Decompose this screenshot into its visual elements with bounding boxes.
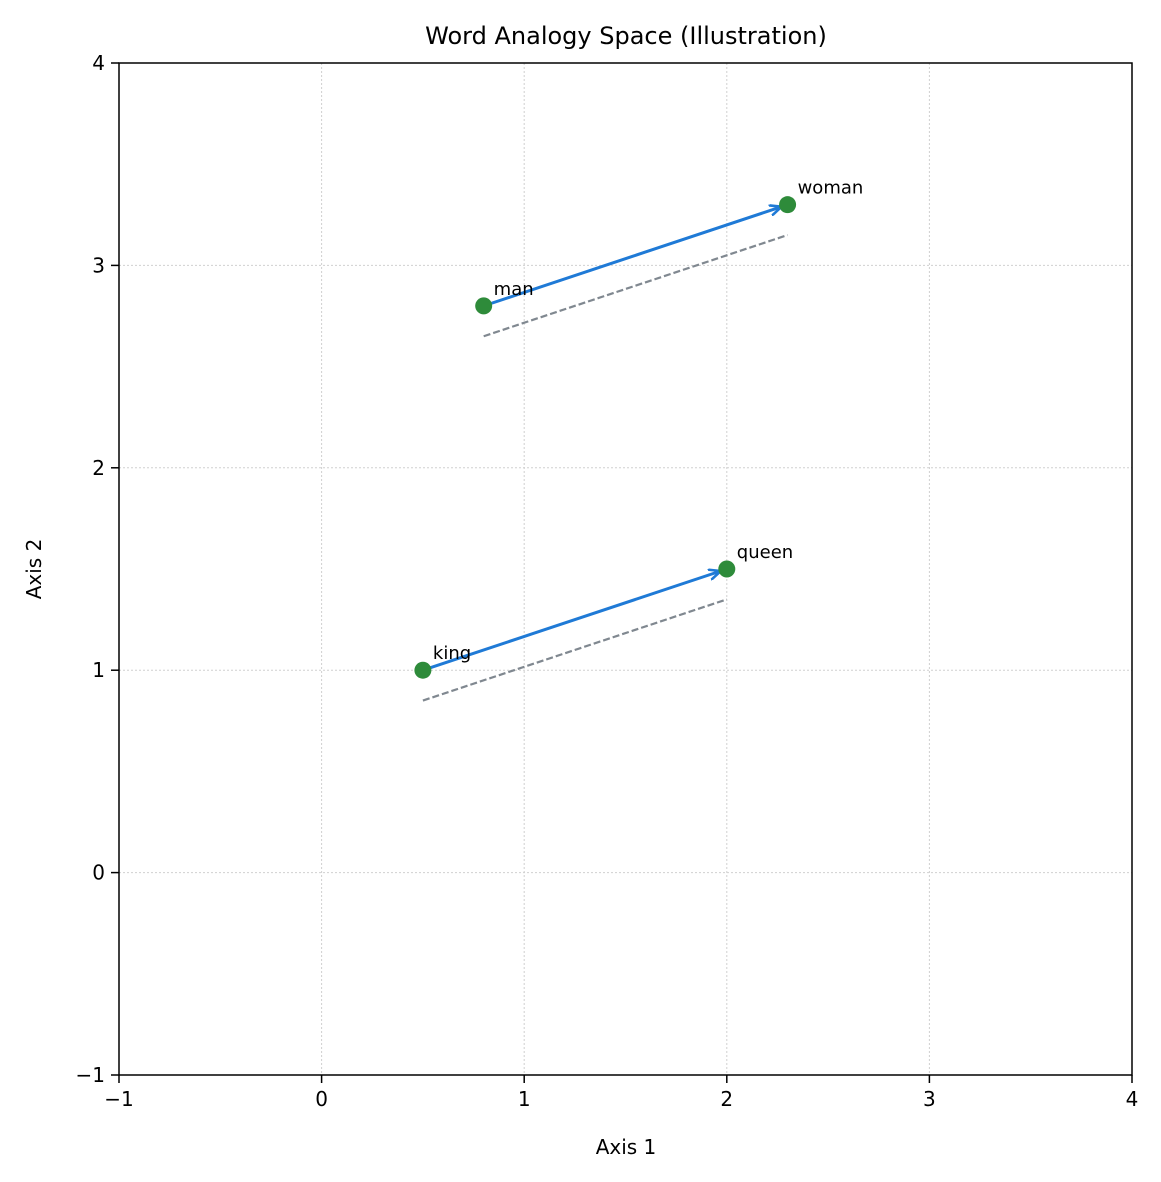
point-label-queen: queen <box>737 542 793 563</box>
y-tick-label-1: 0 <box>92 861 105 885</box>
chart-title: Word Analogy Space (Illustration) <box>425 22 827 50</box>
y-tick-label-3: 2 <box>92 456 105 480</box>
x-tick-label-5: 4 <box>1126 1087 1139 1111</box>
x-tick-label-3: 2 <box>720 1087 733 1111</box>
point-queen <box>718 560 736 578</box>
dashed-reference-lines <box>422 233 788 702</box>
analogy-arrow-0 <box>422 571 721 672</box>
point-label-woman: woman <box>798 178 864 199</box>
axis-ticks: −1 0 1 2 3 4 −1 0 1 2 3 4 <box>76 51 1139 1111</box>
grid-lines <box>119 63 1132 1075</box>
x-axis-label: Axis 1 <box>596 1135 657 1159</box>
dashed-line-0 <box>422 598 728 702</box>
point-man <box>475 297 493 315</box>
x-tick-label-1: 0 <box>315 1087 328 1111</box>
point-woman <box>779 196 797 214</box>
plot-frame <box>118 62 1133 1076</box>
y-tick-label-5: 4 <box>92 51 105 75</box>
x-tick-label-0: −1 <box>104 1087 133 1111</box>
y-tick-label-2: 1 <box>92 658 105 682</box>
y-tick-label-0: −1 <box>76 1063 105 1087</box>
word-points <box>414 196 797 679</box>
word-labels: king queen man woman <box>433 178 863 665</box>
y-tick-label-4: 3 <box>92 253 105 277</box>
x-tick-label-4: 3 <box>923 1087 936 1111</box>
analogy-arrows <box>422 207 782 672</box>
analogy-arrow-1 <box>483 207 782 308</box>
point-label-king: king <box>433 643 471 664</box>
dashed-line-1 <box>483 233 788 338</box>
point-king <box>414 661 432 679</box>
x-tick-label-2: 1 <box>518 1087 531 1111</box>
y-axis-label: Axis 2 <box>22 539 46 600</box>
point-label-man: man <box>494 279 534 300</box>
